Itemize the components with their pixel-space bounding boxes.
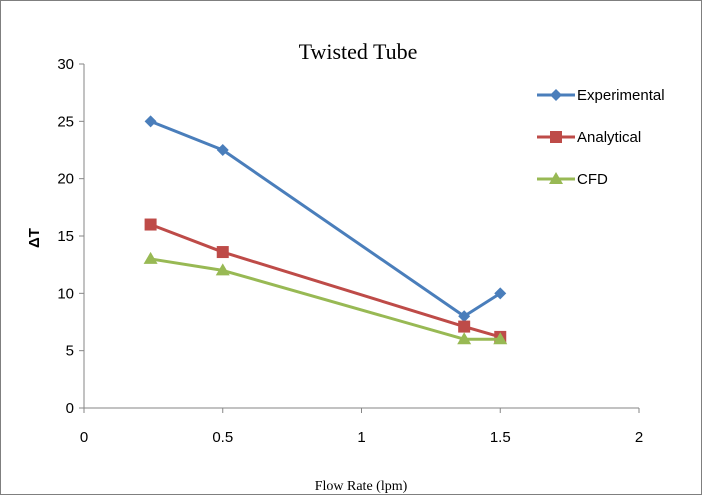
data-point-cfd [493,332,508,345]
series-layer [143,115,508,345]
x-tick-label: 2 [635,429,643,446]
chart-title: Twisted Tube [299,39,418,64]
legend-item-experimental: Experimental [537,87,665,104]
data-point-analytical [216,246,229,259]
legend-label-experimental: Experimental [577,87,665,104]
x-axis-label: Flow Rate (lpm) [315,479,408,494]
series-cfd [143,251,508,345]
data-point-experimental [144,115,157,128]
legend-marker-experimental [550,89,562,101]
legend-label-analytical: Analytical [577,129,641,146]
x-tick-label: 1.5 [490,429,511,446]
data-point-experimental [494,287,507,300]
y-axis-label: ΔT [26,228,43,248]
series-line-experimental [150,119,502,318]
data-point-cfd [143,251,158,264]
legend-item-cfd: CFD [537,171,608,188]
data-point-cfd [457,332,472,345]
y-tick-label: 0 [66,400,74,417]
legend-label-cfd: CFD [577,171,608,188]
series-line-analytical [150,223,501,339]
legend: Experimental Analytical CFD [537,87,665,188]
y-tick-label: 10 [57,285,74,302]
y-tick-label: 30 [57,56,74,73]
series-experimental [144,115,507,323]
legend-item-analytical: Analytical [537,129,641,146]
y-tick-label: 25 [57,113,74,130]
data-point-experimental [216,144,229,156]
legend-marker-cfd [549,172,563,184]
data-point-experimental [458,310,471,323]
axes: 0 5 10 15 20 25 30 0 0.5 1 1.5 2 [57,56,643,446]
legend-marker-analytical [550,131,562,143]
x-tick-label: 1 [357,429,365,446]
data-point-cfd [215,263,230,276]
y-tick-label: 5 [66,343,74,360]
data-point-analytical [144,218,157,231]
y-tick-label: 20 [57,171,74,188]
series-analytical [144,218,507,343]
y-tick-label: 15 [57,228,74,245]
x-tick-label: 0.5 [212,429,233,446]
x-tick-label: 0 [80,429,88,446]
data-point-analytical [458,320,471,333]
series-line-cfd [150,257,501,341]
